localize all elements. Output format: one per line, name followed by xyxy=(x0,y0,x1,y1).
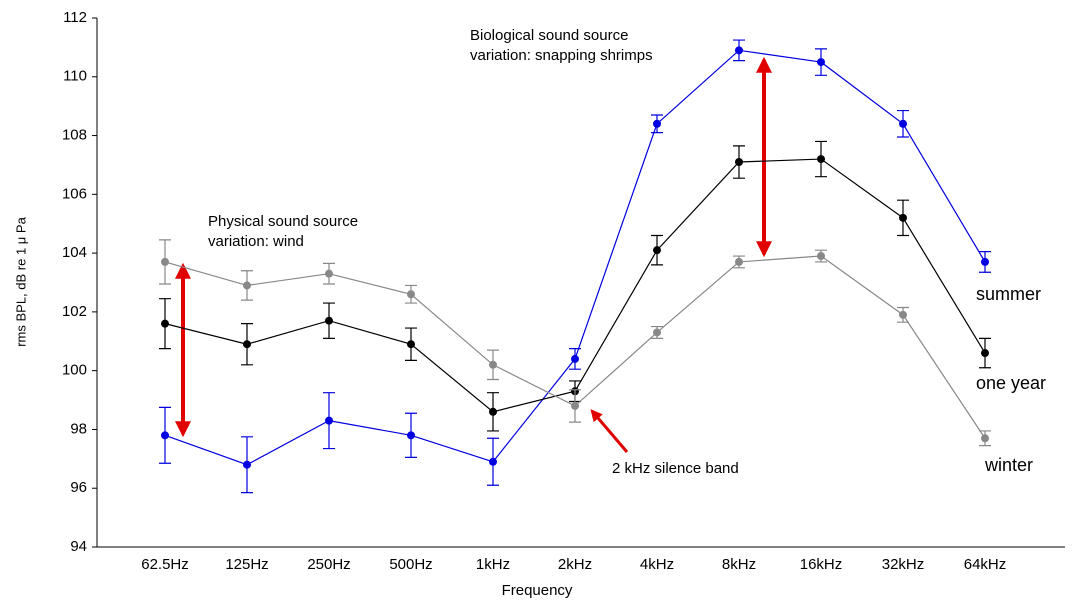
data-point xyxy=(817,155,825,164)
x-tick-label: 1kHz xyxy=(476,556,510,573)
series-label: one year xyxy=(976,373,1046,393)
data-point xyxy=(899,310,907,319)
silence-arrow xyxy=(590,409,629,453)
data-point xyxy=(817,58,825,67)
data-point xyxy=(571,401,579,410)
data-point xyxy=(161,257,169,266)
data-point xyxy=(571,354,579,363)
data-point xyxy=(407,340,415,349)
annotation: variation: snapping shrimps xyxy=(470,47,653,64)
data-point xyxy=(899,119,907,128)
x-axis-title: Frequency xyxy=(502,582,573,599)
y-axis-title: rms BPL, dB re 1 μ Pa xyxy=(13,216,28,346)
x-tick-label: 32kHz xyxy=(882,556,925,573)
data-point xyxy=(489,457,497,466)
data-point xyxy=(653,119,661,128)
y-tick-label: 106 xyxy=(62,185,87,202)
y-tick-label: 104 xyxy=(62,244,87,261)
data-point xyxy=(899,213,907,222)
data-point xyxy=(817,252,825,261)
data-point xyxy=(325,316,333,325)
data-point xyxy=(489,407,497,416)
y-tick-label: 108 xyxy=(62,127,87,144)
x-tick-label: 16kHz xyxy=(800,556,843,573)
data-point xyxy=(653,328,661,337)
x-tick-label: 125Hz xyxy=(225,556,268,573)
x-tick-label: 4kHz xyxy=(640,556,674,573)
data-point xyxy=(407,431,415,440)
series-label: summer xyxy=(976,284,1041,304)
data-point xyxy=(489,360,497,369)
data-point xyxy=(161,319,169,328)
y-tick-label: 96 xyxy=(70,479,87,496)
series-label: winter xyxy=(984,455,1033,475)
data-point xyxy=(325,269,333,278)
x-tick-label: 62.5Hz xyxy=(141,556,189,573)
annotation: 2 kHz silence band xyxy=(612,460,739,477)
x-tick-label: 500Hz xyxy=(389,556,432,573)
data-point xyxy=(981,257,989,266)
data-point xyxy=(981,434,989,443)
y-tick-label: 110 xyxy=(63,68,87,85)
data-point xyxy=(325,416,333,425)
data-point xyxy=(653,246,661,255)
annotation: Physical sound source xyxy=(208,213,358,230)
x-tick-label: 2kHz xyxy=(558,556,592,573)
data-point xyxy=(735,158,743,167)
y-tick-label: 100 xyxy=(62,362,87,379)
annotation: variation: wind xyxy=(208,233,304,250)
data-point xyxy=(735,46,743,55)
x-tick-label: 64kHz xyxy=(964,556,1007,573)
data-point xyxy=(407,290,415,299)
x-tick-label: 250Hz xyxy=(307,556,350,573)
y-tick-label: 94 xyxy=(70,538,87,555)
annotation: Biological sound source xyxy=(470,27,628,44)
y-tick-label: 112 xyxy=(63,9,87,26)
data-point xyxy=(243,460,251,469)
data-point xyxy=(161,431,169,440)
data-point xyxy=(981,349,989,358)
x-tick-label: 8kHz xyxy=(722,556,756,573)
y-tick-label: 98 xyxy=(70,420,87,437)
data-point xyxy=(243,340,251,349)
y-tick-label: 102 xyxy=(62,303,87,320)
data-point xyxy=(243,281,251,290)
data-point xyxy=(735,257,743,266)
